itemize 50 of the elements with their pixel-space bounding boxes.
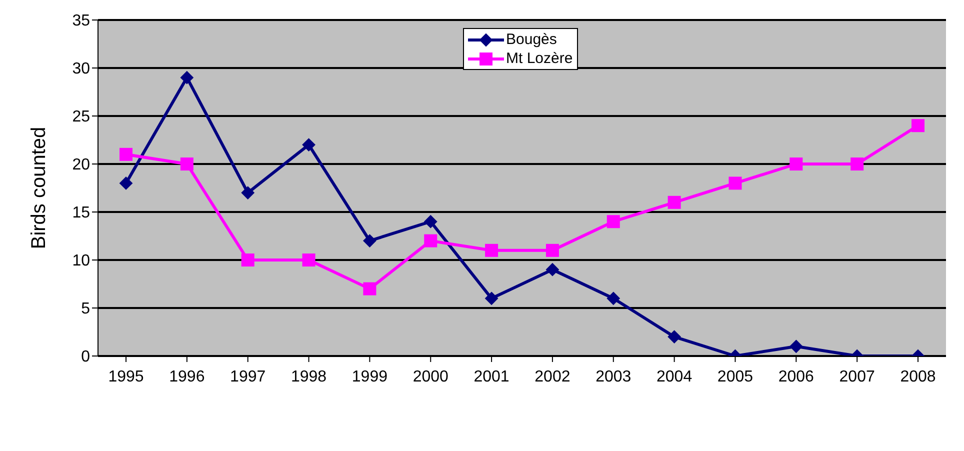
point <box>120 148 132 161</box>
point <box>546 263 559 276</box>
x-tick-label: 2007 <box>839 368 875 386</box>
y-tick-label: 15 <box>72 204 90 222</box>
point <box>241 186 254 200</box>
x-tick-label: 2003 <box>596 368 632 386</box>
point <box>241 254 254 266</box>
point <box>790 158 803 170</box>
x-tick-label: 1998 <box>290 368 327 386</box>
legend-label: Mt Lozère <box>506 49 573 68</box>
point <box>424 234 438 248</box>
x-tick-label: 1997 <box>230 368 266 386</box>
x-tick-label: 1996 <box>169 368 205 386</box>
y-tick-label: 10 <box>72 252 90 270</box>
y-tick-label: 5 <box>81 300 90 318</box>
point <box>302 254 316 266</box>
x-tick-label: 2008 <box>900 368 936 386</box>
point <box>850 158 864 170</box>
point <box>485 292 498 305</box>
x-tick-label: 2006 <box>778 368 814 386</box>
point <box>180 158 194 170</box>
x-tick-label: 1995 <box>108 368 144 386</box>
point <box>606 215 620 228</box>
point <box>668 196 681 209</box>
x-tick-label: 2005 <box>717 368 754 386</box>
y-tick-label: 25 <box>72 108 90 126</box>
point <box>606 292 620 305</box>
point <box>363 282 376 296</box>
y-tick-label: 0 <box>81 348 90 366</box>
point <box>302 138 316 152</box>
y-axis-title: Birds counted <box>28 126 50 250</box>
point <box>668 330 681 344</box>
x-tick-label: 2001 <box>474 368 510 386</box>
x-tick-label: 2004 <box>656 368 692 386</box>
point <box>790 340 803 353</box>
y-tick-label: 20 <box>72 156 90 174</box>
point <box>363 234 376 248</box>
point <box>546 244 559 257</box>
x-tick-label: 2000 <box>412 368 449 386</box>
point <box>120 176 132 190</box>
point <box>912 119 924 132</box>
legend-label: Bougès <box>506 30 557 49</box>
point <box>728 176 742 190</box>
point <box>485 244 498 257</box>
x-tick-label: 1999 <box>352 368 388 386</box>
point <box>180 71 194 84</box>
point <box>424 215 438 228</box>
x-tick-label: 2002 <box>534 368 570 386</box>
y-tick-label: 30 <box>72 60 90 78</box>
y-tick-label: 35 <box>72 12 90 30</box>
